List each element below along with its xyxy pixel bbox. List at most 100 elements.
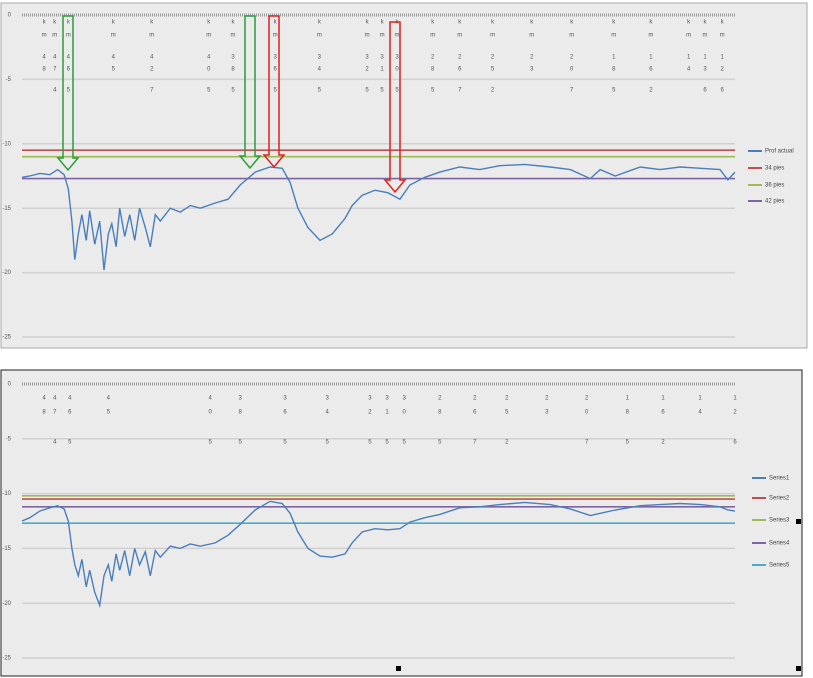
marker-label: 7 — [585, 440, 589, 446]
marker-label: 5 — [368, 440, 372, 446]
marker-label: 8 — [438, 410, 442, 416]
marker-label: 5 — [438, 440, 442, 446]
marker-label: 4 — [42, 55, 46, 61]
marker-label: m — [686, 33, 691, 39]
marker-label: 2 — [150, 67, 154, 73]
marker-label: 5 — [68, 440, 72, 446]
series-line — [21, 163, 736, 271]
legend-label: Series1 — [769, 476, 790, 482]
marker-label: 6 — [661, 410, 665, 416]
marker-label: 3 — [380, 55, 384, 61]
marker-label: k — [366, 20, 370, 26]
marker-label: 4 — [53, 88, 57, 94]
marker-label: 3 — [530, 67, 534, 73]
marker-label: 5 — [385, 440, 389, 446]
marker-label: 4 — [107, 396, 111, 402]
marker-label: 2 — [438, 396, 442, 402]
marker-label: 5 — [273, 88, 277, 94]
marker-label: 5 — [612, 88, 616, 94]
marker-label: m — [529, 33, 534, 39]
marker-label: 8 — [626, 410, 630, 416]
marker-label: 4 — [687, 67, 691, 73]
marker-label: 2 — [661, 440, 665, 446]
marker-label: 8 — [612, 67, 616, 73]
marker-label: m — [490, 33, 495, 39]
marker-label: m — [149, 33, 154, 39]
marker-label: 3 — [703, 67, 707, 73]
marker-label: 3 — [239, 396, 243, 402]
marker-label: 1 — [385, 410, 389, 416]
marker-label: 4 — [325, 410, 329, 416]
marker-label: m — [317, 33, 322, 39]
marker-label: 5 — [209, 440, 213, 446]
marker-label: 2 — [505, 396, 509, 402]
legend-label: 34 pies — [765, 166, 784, 172]
marker-label: 1 — [612, 55, 616, 61]
selection-handle — [796, 666, 801, 671]
marker-label: 6 — [458, 67, 462, 73]
marker-label: k — [112, 20, 116, 26]
marker-label: m — [206, 33, 211, 39]
marker-label: 6 — [473, 410, 477, 416]
marker-label: 1 — [380, 67, 384, 73]
marker-label: 2 — [649, 88, 653, 94]
marker-label: 4 — [53, 440, 57, 446]
marker-label: 5 — [395, 88, 399, 94]
legend-label: Series4 — [769, 541, 790, 547]
marker-label: 7 — [473, 440, 477, 446]
marker-label: 0 — [207, 67, 211, 73]
marker-label: 4 — [318, 67, 322, 73]
marker-label: 4 — [698, 410, 702, 416]
marker-label: m — [66, 33, 71, 39]
selection-handle — [796, 519, 801, 524]
y-tick-label: -10 — [2, 141, 11, 147]
marker-label: m — [720, 33, 725, 39]
marker-label: 6 — [273, 67, 277, 73]
marker-label: 3 — [325, 396, 329, 402]
marker-label: 5 — [67, 88, 71, 94]
marker-label: 4 — [68, 396, 72, 402]
arrow — [383, 21, 407, 194]
marker-label: 5 — [626, 440, 630, 446]
marker-label: 6 — [720, 88, 724, 94]
marker-label: 5 — [380, 88, 384, 94]
marker-label: 3 — [395, 55, 399, 61]
marker-label: 0 — [395, 67, 399, 73]
marker-label: 6 — [649, 67, 653, 73]
marker-label: 3 — [402, 396, 406, 402]
marker-label: 2 — [491, 55, 495, 61]
marker-label: 4 — [207, 55, 211, 61]
legend-label: Series3 — [769, 518, 790, 524]
marker-label: m — [42, 33, 47, 39]
chart-area — [0, 2, 808, 349]
marker-label: m — [703, 33, 708, 39]
marker-label: 3 — [368, 396, 372, 402]
marker-label: k — [207, 20, 211, 26]
marker-label: 0 — [209, 410, 213, 416]
marker-label: k — [458, 20, 462, 26]
marker-label: 5 — [491, 67, 495, 73]
y-tick-label: -25 — [2, 335, 11, 341]
marker-label: k — [649, 20, 653, 26]
y-tick-label: 0 — [8, 382, 12, 388]
marker-label: 4 — [42, 396, 46, 402]
marker-label: m — [365, 33, 370, 39]
marker-label: 4 — [53, 396, 57, 402]
marker-label: 8 — [239, 410, 243, 416]
marker-label: 2 — [365, 67, 369, 73]
marker-label: 3 — [283, 396, 287, 402]
marker-label: 5 — [283, 440, 287, 446]
marker-label: 2 — [570, 55, 574, 61]
marker-label: 3 — [273, 55, 277, 61]
y-tick-label: -10 — [2, 491, 11, 497]
marker-label: 6 — [703, 88, 707, 94]
marker-label: k — [530, 20, 534, 26]
marker-label: m — [457, 33, 462, 39]
marker-label: 7 — [53, 67, 57, 73]
marker-label: 5 — [505, 410, 509, 416]
marker-label: m — [569, 33, 574, 39]
marker-label: k — [570, 20, 574, 26]
marker-label: k — [687, 20, 691, 26]
marker-label: 5 — [318, 88, 322, 94]
